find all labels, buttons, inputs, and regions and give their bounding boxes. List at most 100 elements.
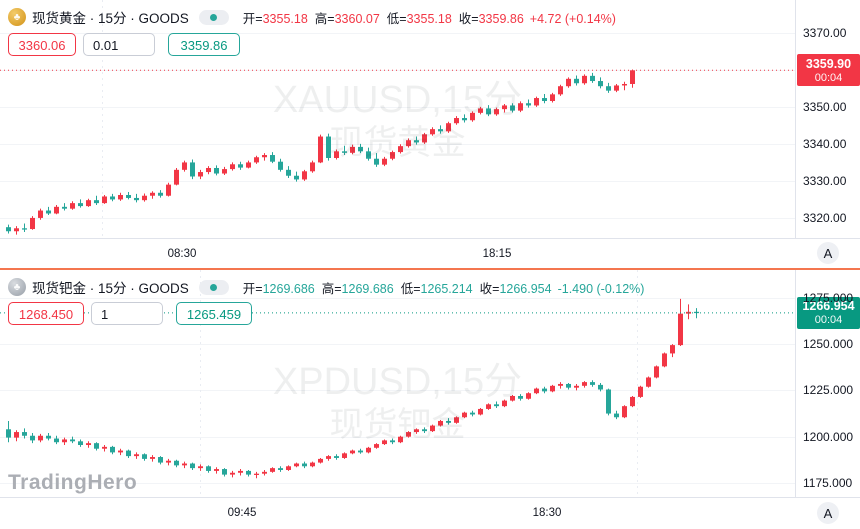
- candle-body: [542, 98, 547, 102]
- high-label: 高=: [314, 11, 335, 26]
- candle-body: [142, 195, 147, 201]
- auto-scale-button[interactable]: A: [817, 242, 839, 264]
- candle-body: [614, 85, 619, 91]
- price-axis-label: 1250.000: [803, 337, 854, 352]
- gold-time-axis[interactable]: 08:30 18:15: [0, 238, 860, 268]
- candle-body: [438, 129, 443, 132]
- market-open-dot-icon: [210, 13, 218, 21]
- palladium-candlestick-chart[interactable]: [0, 270, 795, 497]
- candle-body: [526, 103, 531, 106]
- candle-body: [142, 454, 147, 459]
- silver-coin-icon: ♣: [8, 278, 26, 296]
- candle-body: [558, 383, 563, 386]
- candle-body: [342, 151, 347, 153]
- candle-body: [398, 146, 403, 153]
- price-axis-label: 1200.000: [803, 429, 854, 444]
- palladium-time-axis[interactable]: 09:45 18:30: [0, 497, 860, 529]
- candle-body: [518, 103, 523, 111]
- candle-body: [158, 192, 163, 196]
- candle-body: [78, 203, 83, 207]
- open-value: 3355.18: [262, 11, 308, 26]
- candle-body: [38, 435, 43, 441]
- candle-body: [390, 440, 395, 443]
- candle-body: [38, 210, 43, 218]
- candle-body: [158, 457, 163, 463]
- market-status-button[interactable]: [198, 279, 229, 295]
- candle-body: [318, 458, 323, 463]
- candle-body: [270, 155, 275, 162]
- high-label: 高=: [321, 281, 342, 296]
- tradinghero-logo: TradingHero: [8, 471, 138, 494]
- symbol-title[interactable]: 现货黄金 · 15分 · GOODS: [32, 11, 189, 26]
- gold-candlestick-chart[interactable]: [0, 0, 795, 238]
- candle-body: [598, 384, 603, 390]
- panel-separator[interactable]: [0, 268, 860, 270]
- candle-body: [566, 78, 571, 87]
- candle-body: [182, 463, 187, 466]
- candle-body: [582, 382, 587, 386]
- palladium-price-axis[interactable]: 1266.954 00:04 1275.000 1250.000 1225.000 1…: [795, 270, 860, 529]
- candle-body: [126, 450, 131, 457]
- candle-body: [30, 435, 35, 441]
- candle-body: [206, 466, 211, 471]
- candle-body: [294, 175, 299, 180]
- candle-body: [230, 164, 235, 170]
- candle-body: [86, 200, 91, 207]
- price-axis-label: 3320.00: [803, 210, 847, 225]
- candle-body: [422, 134, 427, 143]
- candle-body: [398, 436, 403, 443]
- candle-body: [574, 385, 579, 388]
- palladium-chart-header: ♣ 现货钯金 · 15分 · GOODS 开=1269.686 高=1269.68…: [8, 277, 644, 297]
- sell-price-button[interactable]: 1268.450: [8, 302, 84, 325]
- candle-body: [22, 228, 27, 230]
- candle-body: [214, 469, 219, 471]
- candle-body: [46, 210, 51, 214]
- candle-body: [302, 171, 307, 180]
- open-label: 开=: [242, 281, 263, 296]
- candle-body: [366, 151, 371, 159]
- buy-price-button[interactable]: 3359.86: [168, 33, 240, 56]
- candle-body: [70, 439, 75, 442]
- market-status-button[interactable]: [198, 9, 229, 25]
- candle-body: [374, 158, 379, 165]
- candle-body: [470, 112, 475, 121]
- time-axis-label: 09:45: [227, 507, 257, 519]
- candle-body: [62, 439, 67, 443]
- candle-body: [550, 385, 555, 392]
- candle-body: [254, 157, 259, 163]
- candle-body: [414, 429, 419, 433]
- auto-scale-button[interactable]: A: [817, 502, 839, 524]
- candle-body: [62, 206, 67, 209]
- price-axis-label: 1225.000: [803, 383, 854, 398]
- candle-body: [558, 86, 563, 95]
- candle-body: [654, 366, 659, 378]
- candle-body: [102, 196, 107, 204]
- candle-body: [438, 420, 443, 426]
- price-axis-label: 3340.00: [803, 136, 847, 151]
- candle-body: [54, 206, 59, 214]
- candle-body: [118, 450, 123, 453]
- candle-body: [358, 450, 363, 453]
- price-axis-label: 1175.000: [803, 475, 853, 490]
- candle-body: [534, 388, 539, 394]
- candle-body: [462, 118, 467, 121]
- candle-body: [678, 313, 683, 346]
- gold-chart-header: ♣ 现货黄金 · 15分 · GOODS 开=3355.18 高=3360.07 低…: [8, 7, 616, 27]
- ohlc-readout: 开=3355.18 高=3360.07 低=3355.18 收=3359.86 +4.7…: [243, 8, 616, 27]
- candle-body: [78, 441, 83, 446]
- gold-price-axis[interactable]: 3359.90 00:04 3370.00 3350.00 3340.00 3330.…: [795, 0, 860, 268]
- candle-body: [14, 228, 19, 232]
- candle-body: [246, 470, 251, 475]
- sell-price-button[interactable]: 3360.06: [8, 33, 76, 56]
- last-price: 3359.90: [805, 56, 852, 71]
- candle-body: [646, 377, 651, 387]
- candle-body: [286, 466, 291, 470]
- candle-body: [46, 435, 51, 439]
- candle-body: [326, 456, 331, 459]
- candle-body: [486, 404, 491, 409]
- buy-price-button[interactable]: 1265.459: [176, 302, 252, 325]
- candle-body: [462, 412, 467, 418]
- symbol-title[interactable]: 现货钯金 · 15分 · GOODS: [32, 281, 189, 296]
- price-axis-label: 3330.00: [803, 173, 847, 188]
